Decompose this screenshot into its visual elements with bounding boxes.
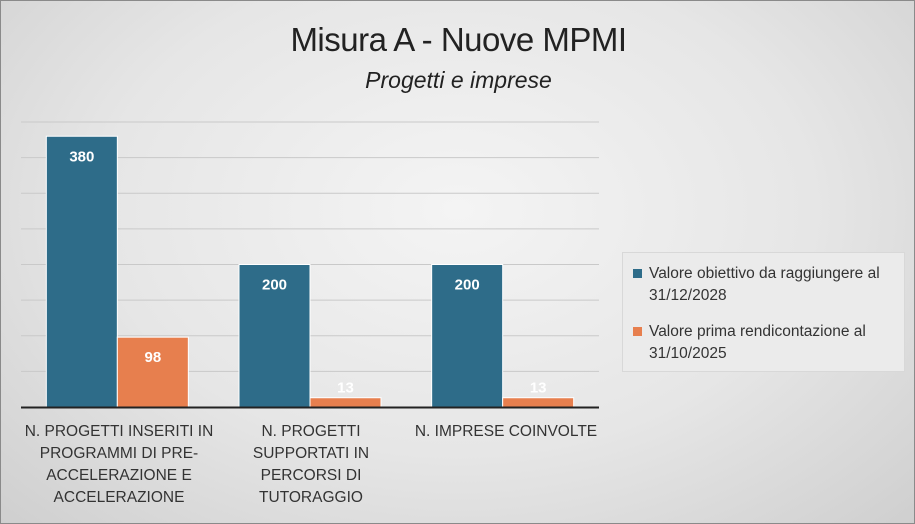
data-label: 98 xyxy=(144,349,161,366)
legend-label: Valore prima rendicontazione al 31/10/20… xyxy=(649,323,866,362)
data-label: 13 xyxy=(337,380,354,397)
legend: Valore obiettivo da raggiungere al 31/12… xyxy=(622,252,905,372)
chart-subtitle: Progetti e imprese xyxy=(365,67,552,93)
legend-item: Valore obiettivo da raggiungere al 31/12… xyxy=(633,263,899,307)
data-label: 200 xyxy=(455,277,480,294)
legend-label: Valore obiettivo da raggiungere al 31/12… xyxy=(649,265,880,304)
data-label: 380 xyxy=(69,148,94,165)
bar xyxy=(238,264,311,408)
category-label: N. PROGETTI INSERITI IN PROGRAMMI DI PRE… xyxy=(24,423,214,506)
data-label: 13 xyxy=(530,380,547,397)
category-label: N. IMPRESE COINVOLTE xyxy=(414,423,598,440)
bar xyxy=(309,397,382,408)
legend-swatch xyxy=(633,269,642,278)
legend-item: Valore prima rendicontazione al 31/10/20… xyxy=(633,321,899,365)
category-label: N. PROGETTI SUPPORTATI IN PERCORSI DI TU… xyxy=(252,423,370,506)
bar xyxy=(45,135,118,408)
bar xyxy=(502,397,575,408)
bar xyxy=(116,336,189,408)
legend-swatch xyxy=(633,327,642,336)
data-label: 200 xyxy=(262,277,287,294)
chart-title: Misura A - Nuove MPMI xyxy=(290,21,627,58)
